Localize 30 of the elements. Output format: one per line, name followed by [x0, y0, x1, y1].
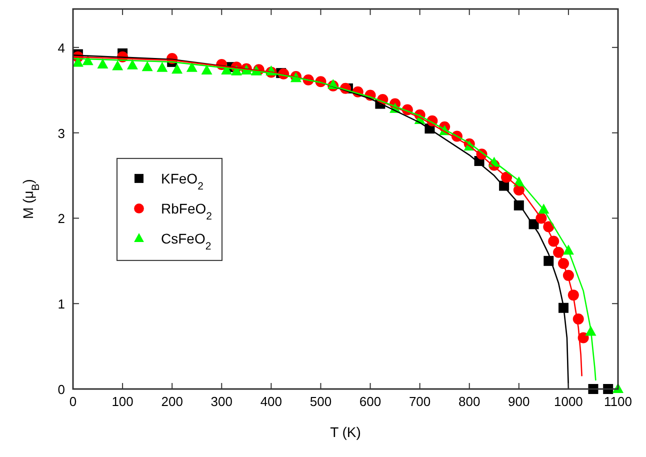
x-tick-label: 500	[310, 394, 332, 409]
x-tick-label: 300	[210, 394, 232, 409]
y-tick-label: 2	[58, 211, 65, 226]
x-tick-label: 1100	[604, 394, 632, 409]
x-tick-label: 800	[458, 394, 480, 409]
point	[142, 61, 153, 72]
x-tick-label: 100	[112, 394, 134, 409]
x-tick-label: 200	[161, 394, 183, 409]
x-tick-label: 700	[408, 394, 431, 409]
point	[201, 64, 212, 74]
x-axis-title: T (K)	[330, 424, 361, 440]
x-tick-label: 600	[359, 394, 382, 409]
y-tick-label: 1	[58, 296, 65, 312]
point	[112, 60, 124, 70]
x-tick-label: 900	[508, 394, 530, 409]
point	[126, 59, 138, 70]
x-tick-label: 1000	[554, 394, 583, 409]
legend-label: KFeO$_{2}$	[161, 170, 204, 192]
point	[72, 56, 84, 67]
point	[172, 64, 183, 74]
point	[97, 58, 108, 69]
x-tick-label: 0	[69, 394, 77, 409]
y-tick-label: 4	[58, 40, 65, 56]
legend-label: CsFeO$_{2}$	[161, 230, 212, 252]
x-tick-label: 400	[260, 394, 282, 409]
y-tick-label: 3	[58, 126, 65, 141]
point	[156, 62, 168, 72]
point	[186, 62, 198, 72]
legend-label: RbFeO$_{2}$	[161, 200, 212, 222]
y-tick-label: 0	[58, 382, 65, 397]
